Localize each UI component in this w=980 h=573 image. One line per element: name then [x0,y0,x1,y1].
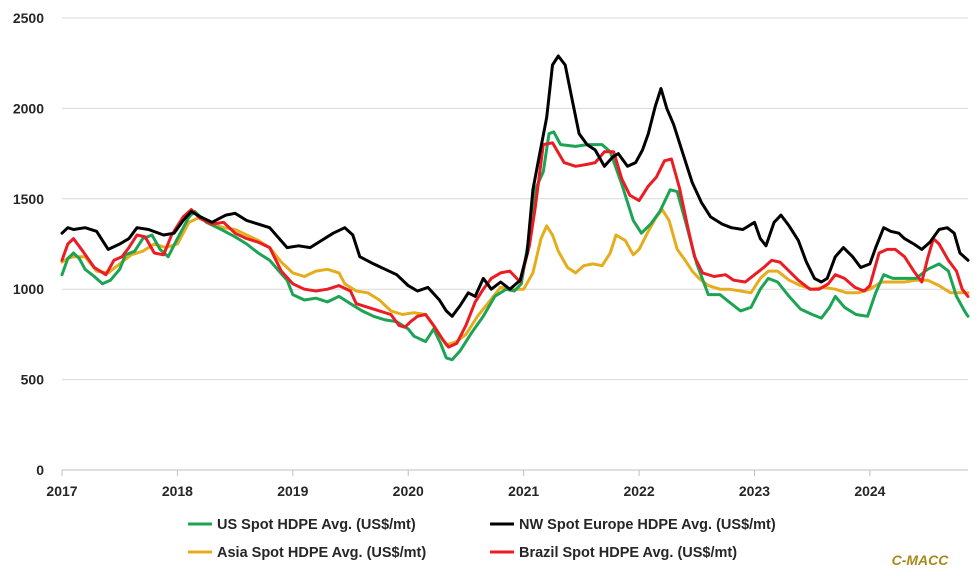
legend: US Spot HDPE Avg. (US$/mt) NW Spot Europe… [188,517,776,561]
x-tick-label: 2018 [162,483,193,499]
series-line-us [60,130,970,362]
x-tick-label: 2023 [739,483,770,499]
y-tick-label: 1500 [13,191,44,207]
legend-label: Asia Spot HDPE Avg. (US$/mt) [217,545,426,561]
y-tick-label: 500 [21,372,45,388]
y-gridlines [62,17,968,381]
source-label: C-MACC [892,552,950,568]
x-tick-label: 2024 [854,483,885,499]
x-tick-label: 2017 [46,483,77,499]
y-tick-label: 0 [36,462,44,478]
legend-label: NW Spot Europe HDPE Avg. (US$/mt) [519,517,776,533]
y-tick-label: 2000 [13,100,44,116]
tick-labels: 0 500 1000 1500 2000 2500 2017 2018 2019 2020 2021… [13,10,886,499]
series-line-brazil [60,141,970,349]
series-lines [60,54,970,362]
x-tick-label: 2021 [508,483,539,499]
series-line-asia [60,208,970,347]
legend-label: US Spot HDPE Avg. (US$/mt) [217,517,416,533]
x-tick-label: 2019 [277,483,308,499]
legend-label: Brazil Spot HDPE Avg. (US$/mt) [519,545,737,561]
y-tick-label: 1000 [13,281,44,297]
x-tick-label: 2020 [393,483,424,499]
series-line-nw [60,54,970,318]
y-tick-label: 2500 [13,10,44,26]
axes [61,469,968,476]
x-tick-label: 2022 [623,483,654,499]
